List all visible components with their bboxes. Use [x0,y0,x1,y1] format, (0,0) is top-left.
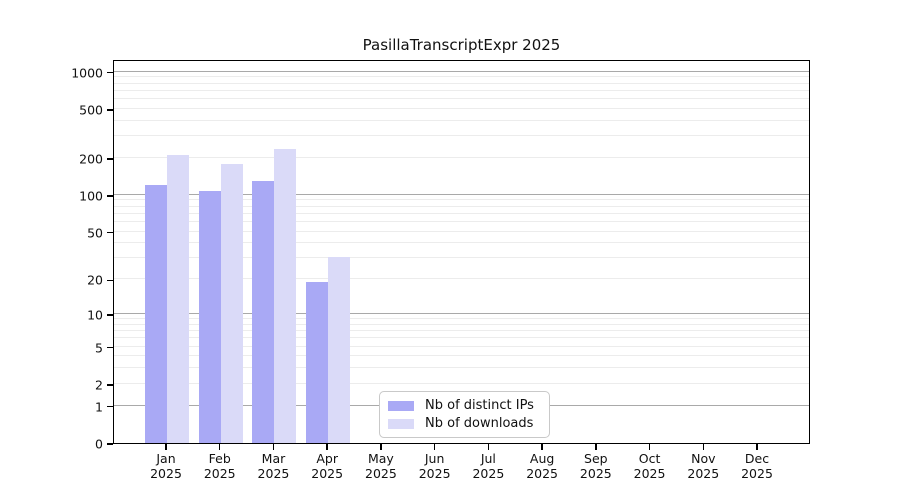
legend-label-distinct-ips: Nb of distinct IPs [425,398,534,413]
legend-item-downloads: Nb of downloads [388,415,541,432]
gridline-minor [114,278,809,280]
bar-distinct-ips-jan-2025 [145,185,167,443]
y-tick [107,158,113,160]
bar-downloads-apr-2025 [328,256,351,443]
x-tick-label: Dec 2025 [741,451,773,481]
x-tick-label: Jul 2025 [472,451,505,481]
legend-item-distinct-ips: Nb of distinct IPs [388,397,541,414]
gridline-minor [114,330,809,332]
y-tick-label: 10 [87,307,103,323]
y-tick [107,71,113,74]
x-tick [218,444,221,450]
x-tick [541,444,543,450]
gridline-minor [114,76,809,78]
chart-title: PasillaTranscriptExpr 2025 [362,36,561,54]
gridline-decade [114,70,809,72]
y-tick-label: 200 [79,151,103,167]
x-tick [326,444,328,450]
x-tick-label: Jun 2025 [418,451,451,481]
gridline-minor [114,230,809,232]
x-tick [487,444,490,450]
y-tick [107,346,113,349]
x-tick-label: Apr 2025 [311,451,344,481]
gridline-minor [114,318,809,320]
bar-distinct-ips-feb-2025 [198,190,221,443]
legend: Nb of distinct IPs Nb of downloads [379,391,550,438]
x-tick-label: Feb 2025 [203,451,236,481]
gridline-minor [114,82,809,84]
y-tick-label: 50 [87,225,103,241]
bar-distinct-ips-mar-2025 [252,180,275,443]
x-tick-label: Aug 2025 [526,451,559,481]
gridline-minor [114,367,809,369]
gridline-minor [114,89,809,91]
x-tick-label: Mar 2025 [257,451,290,481]
legend-swatch-distinct-ips-icon [388,400,414,411]
legend-swatch-downloads-icon [388,418,414,429]
gridline-minor [114,156,809,158]
gridline-minor [114,107,809,109]
y-tick-label: 5 [95,340,103,356]
gridline-minor [114,242,809,244]
x-tick [595,444,597,450]
gridline-minor [114,355,809,357]
gridline-minor [114,212,809,214]
y-tick-label: 500 [79,102,103,118]
x-tick [702,444,705,450]
gridline-minor [114,199,809,201]
y-tick [107,384,113,386]
x-tick [648,444,651,450]
y-tick-label: 100 [79,188,103,204]
gridline-minor [114,135,809,137]
y-tick [107,195,113,197]
gridline-decade [114,313,809,315]
y-tick-label: 1 [95,399,103,415]
x-tick [380,444,382,450]
legend-label-downloads: Nb of downloads [425,416,534,431]
bar-distinct-ips-apr-2025 [306,281,329,443]
x-tick [165,444,167,450]
gridline-minor [114,382,809,384]
gridline-minor [114,119,809,121]
gridline-minor [114,257,809,259]
plot-area [113,60,810,444]
x-tick-label: Sep 2025 [579,451,612,481]
gridline-decade [114,193,809,195]
y-tick-label: 1000 [71,65,103,81]
y-tick [107,443,113,445]
bar-downloads-feb-2025 [220,163,243,443]
gridline-minor [114,97,809,99]
x-tick-label: Oct 2025 [633,451,666,481]
y-tick [107,279,113,282]
gridline-minor [114,337,809,339]
bar-downloads-mar-2025 [274,148,297,443]
x-tick [756,444,758,450]
gridline-minor [114,323,809,325]
gridline-minor [114,205,809,207]
x-tick [272,444,275,450]
y-tick [107,405,113,408]
gridline-minor [114,220,809,222]
y-tick [107,314,113,316]
y-tick-label: 2 [95,377,103,393]
y-tick-label: 20 [87,272,103,288]
x-tick-label: Nov 2025 [687,451,720,481]
y-tick-label: 0 [95,436,103,452]
bar-downloads-jan-2025 [167,155,189,443]
y-tick [107,231,113,234]
y-tick [107,109,113,111]
x-tick-label: Jan 2025 [150,451,182,481]
gridline-minor [114,345,809,347]
x-tick-label: May 2025 [365,451,397,481]
x-tick [433,444,436,450]
